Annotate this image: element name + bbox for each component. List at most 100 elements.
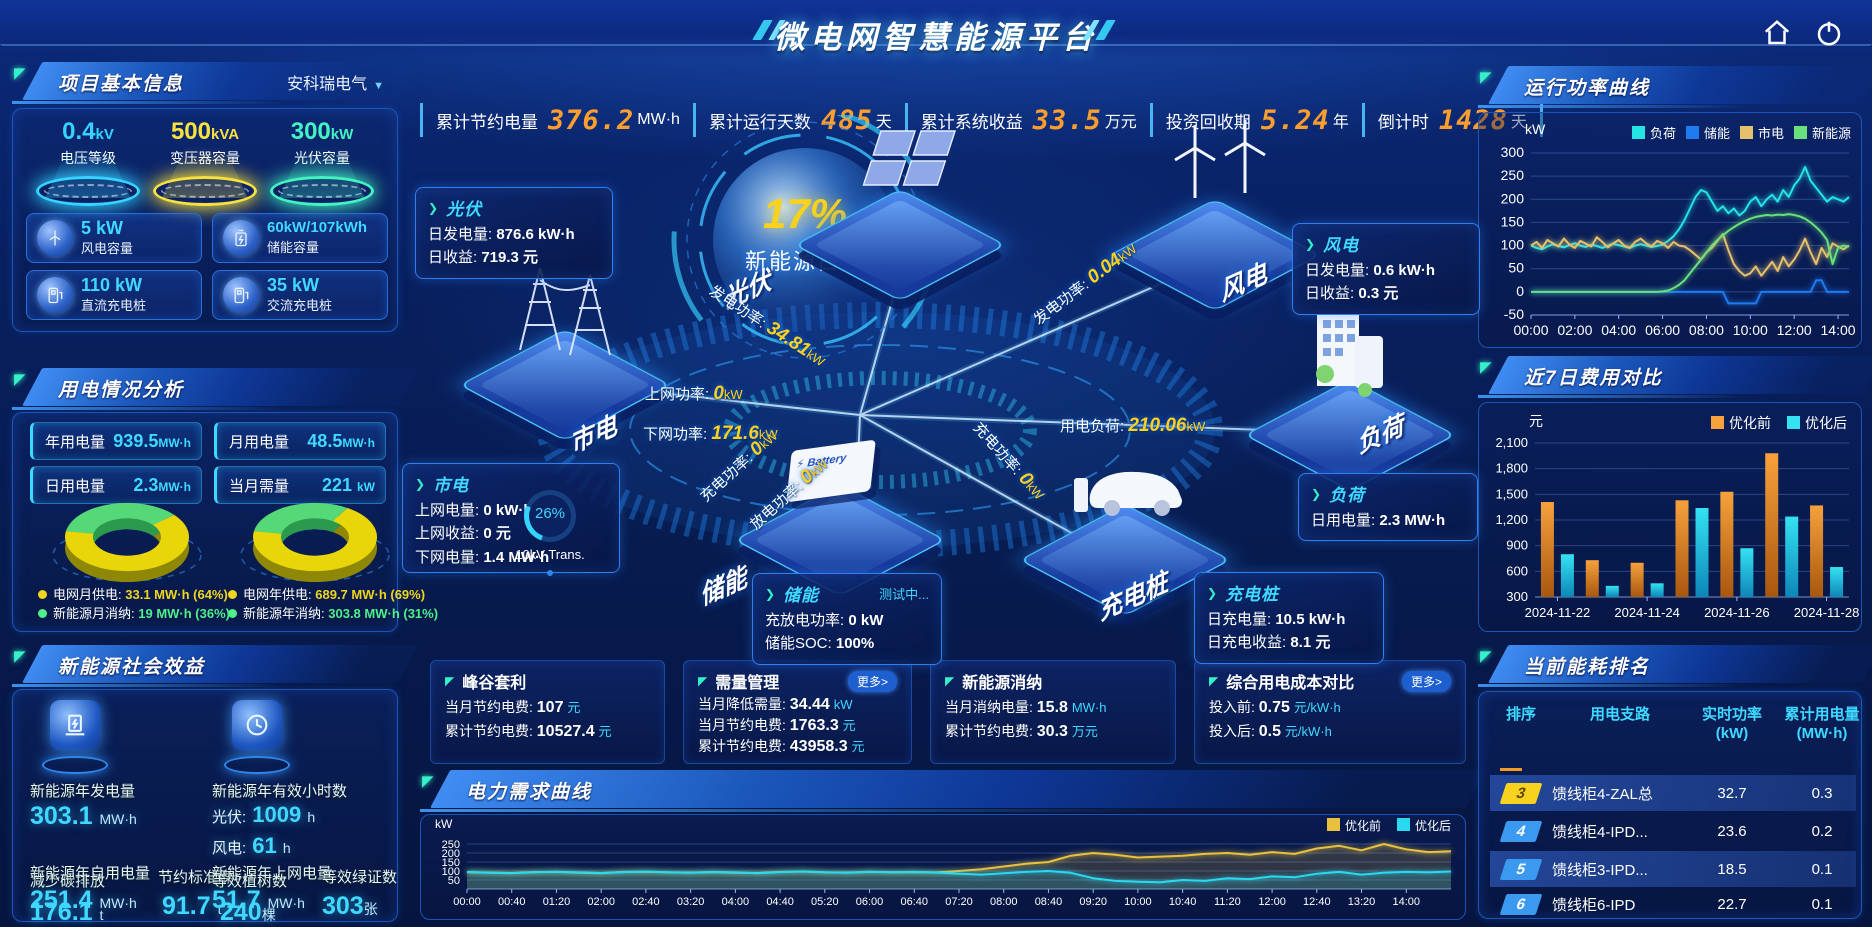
kpi-item: 累计节约电量 376.2 MW·h (420, 103, 693, 137)
year-usage-stat: 年用电量 939.5MW·h (30, 422, 202, 460)
svg-text:200: 200 (442, 848, 460, 860)
renewable-absorb-card: ◤ 新能源消纳 当月消纳电量: 15.8 MW·h 累计节约电费: 30.3 万元 (930, 660, 1176, 764)
self-use-value: 251.4 MW·h (30, 886, 137, 914)
svg-text:150: 150 (442, 857, 460, 869)
svg-text:06:00: 06:00 (1645, 322, 1680, 338)
tree-label: 等效植树数 (212, 873, 288, 890)
project-panel-header: ◤ 项目基本信息 安科瑞电气 ▼ (12, 62, 398, 104)
svg-text:300: 300 (1501, 144, 1525, 160)
transformer-load-gauge: 26% 10kV Trans. (491, 490, 609, 576)
table-row[interactable]: 3 馈线柜4-ZAL总 32.7 0.3 (1490, 775, 1856, 811)
home-icon[interactable] (1762, 18, 1792, 48)
chevron-down-icon: ▼ (373, 80, 384, 92)
svg-text:07:20: 07:20 (945, 896, 973, 908)
month-usage-stat: 月用电量 48.5MW·h (214, 422, 386, 460)
grid-export-value: 51.7 MW·h (212, 886, 305, 914)
dc-charger-card: 110 kW 直流充电桩 (26, 270, 202, 320)
ranking-panel-title: 当前能耗排名 (1524, 657, 1651, 678)
power-chart-frame: kW 负荷 储能 市电 新能源 300 250 200 150 100 50 0 -50 00:… (1478, 112, 1862, 348)
hours-podium (222, 700, 292, 774)
legend-item: 负荷 (1631, 123, 1676, 142)
grid-import-flow: 下网功率: 171.6kW (643, 423, 778, 444)
svg-text:-50: -50 (1504, 306, 1524, 322)
energy-flow-diagram: 17% 新能源占比 光伏 风电 市电 储能 充电桩 负荷 (400, 115, 1480, 665)
legend-item: 电网年供电: 689.7 MW·h (69%) (228, 584, 425, 603)
svg-text:1,200: 1,200 (1495, 512, 1528, 527)
panel-corner-icon: ◤ (422, 773, 434, 790)
svg-text:100: 100 (442, 866, 460, 878)
generation-podium (40, 700, 110, 774)
ac-charger-card: 35 kW 交流充电桩 (212, 270, 388, 320)
load-callout: ❯ 负荷 日用电量: 2.3 MW·h (1298, 473, 1478, 542)
wind-callout: ❯ 风电 日发电量: 0.6 kW·h 日收益: 0.3 元 (1292, 223, 1480, 315)
svg-text:13:20: 13:20 (1348, 896, 1376, 908)
legend-item: 电网月供电: 33.1 MW·h (64%) (38, 584, 228, 603)
table-row[interactable]: 5 馈线柜3-IPD... 18.5 0.1 (1490, 851, 1856, 887)
transformer-podium: 500kVA 变压器容量 (145, 118, 265, 206)
solar-generation-icon (50, 700, 100, 750)
load-power-flow: 用电负荷: 210.06kW (1060, 415, 1206, 436)
demand-panel-header: ◤ 电力需求曲线 (420, 770, 1466, 812)
arrow-icon: ❯ (1207, 585, 1218, 600)
svg-text:2024-11-26: 2024-11-26 (1704, 605, 1770, 620)
svg-text:250: 250 (442, 839, 460, 851)
table-row[interactable]: 4 馈线柜4-IPD... 23.6 0.2 (1490, 813, 1856, 849)
svg-text:2024-11-28: 2024-11-28 (1794, 605, 1860, 620)
kpi-item: 投资回收期 5.24 年 (1149, 103, 1362, 137)
card-corner-icon: ◤ (1209, 674, 1219, 688)
wind-turbines-art (1174, 120, 1266, 198)
cost-chart-frame: 元 优化前 优化后 2,100 1,800 1,500 1,200 900 600 300 2… (1478, 402, 1862, 632)
panel-corner-icon: ◤ (1480, 69, 1492, 86)
voltage-podium: 0.4kV 电压等级 (28, 118, 148, 206)
more-button[interactable]: 更多> (1401, 670, 1451, 692)
svg-text:06:40: 06:40 (901, 896, 929, 908)
pv-callout: ❯ 光伏 日发电量: 876.6 kW·h 日收益: 719.3 元 (415, 187, 613, 279)
benefits-panel-title: 新能源社会效益 (58, 657, 206, 678)
day-usage-stat: 日用电量 2.3MW·h (30, 466, 202, 504)
page-title: 微电网智慧能源平台 (774, 20, 1098, 55)
cost-compare-card: ◤ 综合用电成本对比 更多> 投入前: 0.75 元/kW·h 投入后: 0.5 元… (1194, 660, 1466, 764)
company-select[interactable]: 安科瑞电气 ▼ (287, 76, 384, 93)
svg-text:1,500: 1,500 (1495, 486, 1528, 501)
usage-panel-title: 用电情况分析 (58, 380, 185, 401)
svg-text:08:00: 08:00 (990, 896, 1018, 908)
svg-text:06:00: 06:00 (856, 896, 884, 908)
power-panel-header: ◤ 运行功率曲线 (1478, 66, 1862, 108)
charger-callout: ❯ 充电桩 日充电量: 10.5 kW·h 日充电收益: 8.1 元 (1194, 572, 1384, 664)
svg-text:10:00: 10:00 (1124, 896, 1152, 908)
power-icon[interactable] (1814, 18, 1844, 48)
flow-lines-art (537, 115, 1346, 563)
svg-text:250: 250 (1501, 167, 1525, 183)
legend-item: 优化后 (1787, 413, 1847, 433)
kpi-item: 累计运行天数 485 天 (692, 103, 905, 137)
svg-text:00:40: 00:40 (498, 896, 526, 908)
arrow-icon: ❯ (428, 200, 439, 215)
svg-text:50: 50 (1508, 260, 1524, 276)
svg-text:12:00: 12:00 (1777, 322, 1812, 338)
svg-text:02:40: 02:40 (632, 896, 660, 908)
demand-panel-title: 电力需求曲线 (466, 782, 593, 803)
table-row[interactable]: 6 馈线柜6-IPD 22.7 0.1 (1490, 889, 1856, 919)
svg-text:09:20: 09:20 (1079, 896, 1107, 908)
svg-text:04:40: 04:40 (766, 896, 794, 908)
svg-text:150: 150 (1501, 213, 1525, 229)
peak-valley-card: ◤ 峰谷套利 当月节约电费: 107 元 累计节约电费: 10527.4 元 (430, 660, 665, 764)
svg-text:00:00: 00:00 (1513, 322, 1548, 338)
gen-label: 新能源年发电量 (30, 783, 136, 800)
hours-label: 新能源年有效小时数 (212, 783, 348, 800)
arrow-icon: ❯ (1305, 236, 1316, 251)
ranking-table-header: 排序 用电支路 实时功率 (kW) 累计用电量 (MW·h) (1505, 706, 1860, 742)
legend-item: 新能源年消纳: 303.8 MW·h (31%) (228, 603, 438, 622)
year-usage-donut-chart (230, 500, 400, 583)
self-use-label: 新能源年自用电量 (30, 865, 151, 882)
svg-text:2024-11-24: 2024-11-24 (1614, 605, 1680, 620)
grid-callout: ❯ 市电 上网电量: 0 kW·h 上网收益: 0 元 下网电量: 1.4 MW·… (402, 463, 620, 576)
svg-text:00:00: 00:00 (453, 896, 481, 908)
more-button[interactable]: 更多> (847, 670, 897, 692)
svg-text:12:40: 12:40 (1303, 896, 1331, 908)
ev-car-art (1074, 471, 1182, 516)
card-corner-icon: ◤ (445, 674, 455, 688)
svg-text:03:20: 03:20 (677, 896, 705, 908)
svg-text:01:20: 01:20 (543, 896, 571, 908)
